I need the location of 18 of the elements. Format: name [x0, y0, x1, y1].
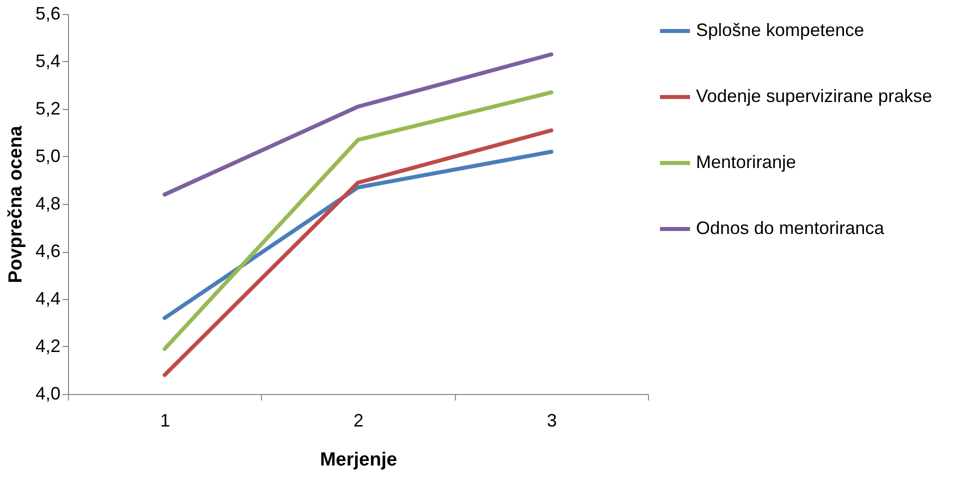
- y-tick-label: 4,2: [35, 336, 60, 356]
- y-tick-label: 4,4: [35, 288, 60, 308]
- y-tick-label: 4,0: [35, 384, 60, 404]
- x-tick-label: 3: [546, 410, 557, 430]
- y-tick-label: 5,2: [35, 98, 60, 118]
- x-tick-label: 1: [160, 410, 170, 430]
- y-tick-label: 5,6: [35, 4, 60, 24]
- y-tick-label: 5,4: [35, 51, 60, 71]
- legend-label: Splošne kompetence: [696, 20, 864, 40]
- y-axis-title: Povprečna ocena: [5, 125, 26, 284]
- legend-label: Odnos do mentoriranca: [696, 218, 886, 238]
- y-tick-label: 4,8: [35, 194, 60, 214]
- y-tick-label: 4,6: [35, 241, 60, 261]
- x-axis-title: Merjenje: [320, 450, 398, 470]
- x-tick-label: 2: [353, 410, 364, 430]
- legend-label: Mentoriranje: [696, 152, 796, 172]
- legend-label: Vodenje supervizirane prakse: [696, 86, 932, 106]
- y-tick-label: 5,0: [35, 146, 60, 166]
